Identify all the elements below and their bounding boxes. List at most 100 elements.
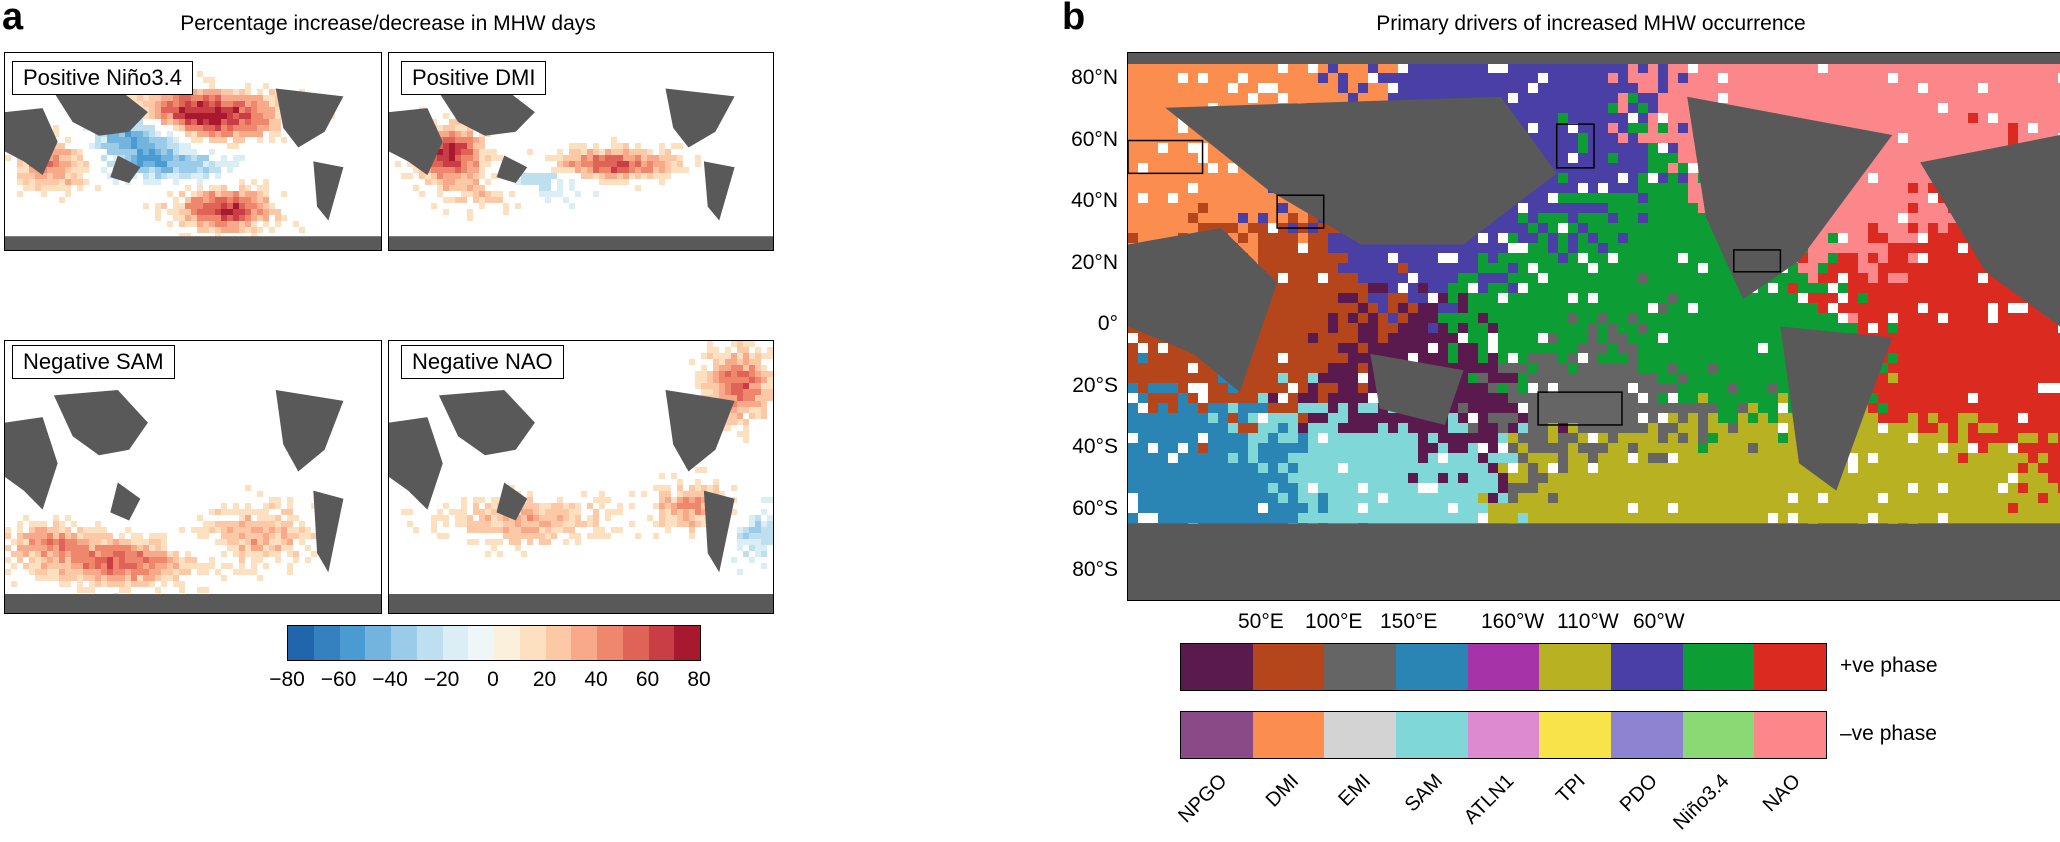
- driver-cell: [1688, 193, 1698, 203]
- driver-cell: [1448, 353, 1458, 363]
- anomaly-cell: [161, 137, 167, 143]
- anomaly-cell: [53, 563, 59, 569]
- driver-cell: [1988, 63, 1998, 73]
- anomaly-cell: [479, 527, 485, 533]
- driver-cell: [1258, 363, 1268, 373]
- anomaly-cell: [227, 527, 233, 533]
- anomaly-cell: [653, 485, 659, 491]
- anomaly-cell: [299, 539, 305, 545]
- driver-cell: [1768, 373, 1778, 383]
- anomaly-cell: [533, 503, 539, 509]
- driver-cell: [1128, 223, 1138, 233]
- driver-cell: [2018, 123, 2028, 133]
- anomaly-cell: [83, 551, 89, 557]
- anomaly-cell: [5, 155, 11, 161]
- anomaly-cell: [197, 527, 203, 533]
- anomaly-cell: [227, 203, 233, 209]
- driver-cell: [1728, 393, 1738, 403]
- anomaly-cell: [593, 191, 599, 197]
- anomaly-cell: [233, 521, 239, 527]
- driver-cell: [1328, 93, 1338, 103]
- anomaly-cell: [101, 557, 107, 563]
- driver-cell: [1978, 383, 1988, 393]
- driver-cell: [1468, 323, 1478, 333]
- driver-cell: [1318, 373, 1328, 383]
- anomaly-cell: [23, 545, 29, 551]
- driver-cell: [1258, 193, 1268, 203]
- anomaly-cell: [89, 557, 95, 563]
- anomaly-cell: [155, 155, 161, 161]
- anomaly-cell: [467, 149, 473, 155]
- driver-cell: [1718, 353, 1728, 363]
- driver-cell: [1418, 73, 1428, 83]
- anomaly-cell: [239, 227, 245, 233]
- anomaly-cell: [461, 167, 467, 173]
- anomaly-cell: [665, 173, 671, 179]
- driver-cell: [1678, 133, 1688, 143]
- driver-cell: [1458, 363, 1468, 373]
- driver-cell: [1978, 343, 1988, 353]
- anomaly-cell: [173, 143, 179, 149]
- driver-cell: [1968, 253, 1978, 263]
- driver-cell: [1648, 223, 1658, 233]
- anomaly-cell: [281, 533, 287, 539]
- anomaly-cell: [137, 167, 143, 173]
- anomaly-cell: [497, 539, 503, 545]
- anomaly-cell: [635, 185, 641, 191]
- driver-cell: [1668, 143, 1678, 153]
- anomaly-cell: [461, 191, 467, 197]
- driver-cell: [1708, 73, 1718, 83]
- driver-cell: [1578, 313, 1588, 323]
- driver-cell: [1898, 183, 1908, 193]
- driver-cell: [1468, 383, 1478, 393]
- anomaly-cell: [203, 95, 209, 101]
- driver-cell: [1578, 273, 1588, 283]
- driver-cell: [1958, 143, 1968, 153]
- anomaly-cell: [59, 569, 65, 575]
- anomaly-cell: [461, 179, 467, 185]
- driver-cell: [1738, 333, 1748, 343]
- driver-cell: [1978, 313, 1988, 323]
- anomaly-cell: [275, 113, 281, 119]
- anomaly-cell: [257, 527, 263, 533]
- driver-cell: [1438, 333, 1448, 343]
- driver-cell: [1468, 293, 1478, 303]
- driver-cell: [1388, 303, 1398, 313]
- anomaly-cell: [467, 137, 473, 143]
- anomaly-cell: [245, 185, 251, 191]
- anomaly-cell: [227, 95, 233, 101]
- anomaly-cell: [593, 527, 599, 533]
- driver-cell: [1988, 93, 1998, 103]
- driver-cell: [1308, 383, 1318, 393]
- driver-cell: [1818, 253, 1828, 263]
- anomaly-cell: [35, 185, 41, 191]
- driver-cell: [1128, 233, 1138, 243]
- driver-cell: [1458, 73, 1468, 83]
- anomaly-cell: [653, 167, 659, 173]
- driver-cell: [1598, 143, 1608, 153]
- driver-cell: [1698, 303, 1708, 313]
- anomaly-cell: [203, 533, 209, 539]
- driver-cell: [1518, 313, 1528, 323]
- anomaly-cell: [173, 575, 179, 581]
- driver-cell: [1938, 63, 1948, 73]
- anomaly-cell: [17, 521, 23, 527]
- driver-cell: [1718, 263, 1728, 273]
- driver-cell: [1348, 393, 1358, 403]
- driver-cell: [1308, 293, 1318, 303]
- driver-cell: [1588, 93, 1598, 103]
- anomaly-cell: [653, 503, 659, 509]
- anomaly-cell: [491, 503, 497, 509]
- driver-cell: [1148, 373, 1158, 383]
- anomaly-cell: [185, 113, 191, 119]
- driver-cell: [1158, 113, 1168, 123]
- anomaly-cell: [257, 509, 263, 515]
- driver-cell: [1368, 293, 1378, 303]
- driver-cell: [1988, 383, 1998, 393]
- anomaly-cell: [65, 533, 71, 539]
- anomaly-cell: [65, 167, 71, 173]
- anomaly-cell: [641, 167, 647, 173]
- anomaly-cell: [155, 533, 161, 539]
- driver-cell: [1618, 193, 1628, 203]
- anomaly-cell: [695, 467, 701, 473]
